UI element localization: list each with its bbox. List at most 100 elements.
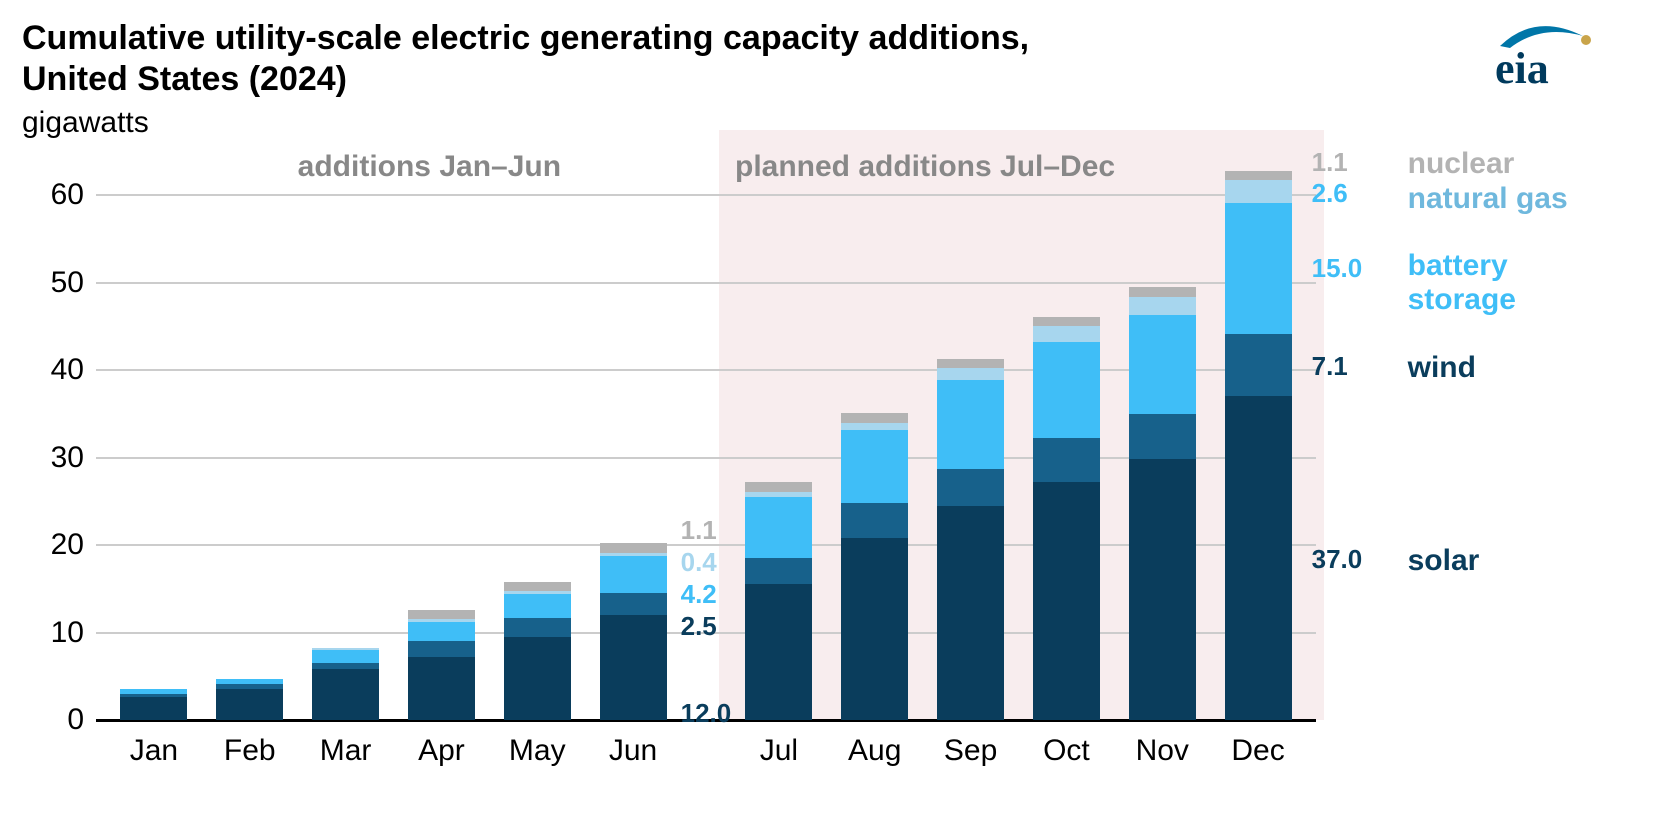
y-tick-label: 0 [26,703,84,737]
bar-mar [312,160,379,720]
segment-wind [1129,414,1196,460]
legend-natgas: natural gas [1408,182,1588,217]
x-tick-label: Dec [1210,734,1306,768]
segment-solar [408,657,475,720]
bar-sep [937,160,1004,720]
segment-natgas [1129,297,1196,315]
value-label-dec-natgas: 2.6 [1312,178,1348,209]
segment-solar [504,637,571,720]
segment-natgas [937,368,1004,379]
x-tick-label: Sep [923,734,1019,768]
segment-wind [937,469,1004,506]
segment-wind [312,663,379,669]
x-tick-label: Jan [106,734,202,768]
segment-solar [216,689,283,721]
value-label-jun-battery: 4.2 [681,579,717,610]
y-tick-label: 50 [26,266,84,300]
y-tick-label: 40 [26,353,84,387]
x-tick-label: Oct [1019,734,1115,768]
segment-solar [745,584,812,720]
segment-battery [312,650,379,663]
segment-natgas [504,591,571,594]
segment-solar [1033,482,1100,720]
segment-battery [1225,203,1292,334]
segment-battery [937,380,1004,469]
segment-solar [1225,396,1292,720]
segment-wind [408,641,475,657]
segment-nuclear [1225,171,1292,181]
segment-natgas [841,423,908,431]
x-tick-label: Nov [1114,734,1210,768]
segment-nuclear [745,482,812,492]
segment-natgas [745,492,812,497]
segment-solar [120,697,187,720]
segment-battery [1033,342,1100,438]
segment-battery [408,622,475,641]
segment-nuclear [408,610,475,620]
bar-may [504,160,571,720]
segment-solar [1129,459,1196,720]
x-tick-label: Feb [202,734,298,768]
bar-feb [216,160,283,720]
x-tick-label: May [489,734,585,768]
segment-nuclear [504,582,571,592]
bar-jul [745,160,812,720]
segment-battery [1129,315,1196,414]
y-tick-label: 60 [26,178,84,212]
segment-battery [600,556,667,593]
segment-battery [841,430,908,503]
segment-solar [600,615,667,720]
segment-nuclear [841,413,908,423]
segment-solar [937,506,1004,720]
y-tick-label: 10 [26,616,84,650]
bar-oct [1033,160,1100,720]
bar-jun [600,160,667,720]
legend-battery: battery storage [1408,249,1588,318]
page: Cumulative utility-scale electric genera… [0,0,1665,832]
y-tick-label: 30 [26,441,84,475]
chart-area: 0102030405060additions Jan–Junplanned ad… [96,160,1316,720]
segment-natgas [1033,326,1100,342]
value-label-dec-nuclear: 1.1 [1312,147,1348,178]
y-tick-label: 20 [26,528,84,562]
segment-nuclear [600,543,667,553]
value-label-dec-wind: 7.1 [1312,351,1348,382]
segment-solar [841,538,908,720]
segment-battery [504,594,571,618]
value-label-jun-solar: 12.0 [681,698,732,729]
segment-wind [841,503,908,538]
segment-battery [216,679,283,684]
segment-wind [1033,438,1100,482]
bar-jan [120,160,187,720]
bar-aug [841,160,908,720]
bar-nov [1129,160,1196,720]
x-tick-label: Mar [298,734,394,768]
x-tick-label: Aug [827,734,923,768]
segment-natgas [1225,180,1292,203]
segment-battery [120,689,187,693]
eia-logo-svg: eia [1465,18,1605,98]
x-tick-label: Jul [731,734,827,768]
segment-solar [312,669,379,720]
segment-wind [745,558,812,584]
value-label-jun-nuclear: 1.1 [681,515,717,546]
x-tick-label: Jun [585,734,681,768]
segment-wind [600,593,667,615]
value-label-dec-battery: 15.0 [1312,253,1363,284]
segment-natgas [312,648,379,650]
bar-dec [1225,160,1292,720]
segment-wind [120,694,187,698]
y-axis-label: gigawatts [22,106,149,140]
segment-battery [745,497,812,558]
segment-wind [216,684,283,688]
value-label-jun-wind: 2.5 [681,611,717,642]
value-label-jun-natgas: 0.4 [681,547,717,578]
chart-title: Cumulative utility-scale electric genera… [22,18,1122,101]
segment-wind [1225,334,1292,396]
segment-natgas [600,553,667,557]
segment-nuclear [937,359,1004,369]
legend-nuclear: nuclear [1408,147,1588,182]
value-label-dec-solar: 37.0 [1312,544,1363,575]
segment-natgas [408,619,475,622]
segment-wind [504,618,571,637]
